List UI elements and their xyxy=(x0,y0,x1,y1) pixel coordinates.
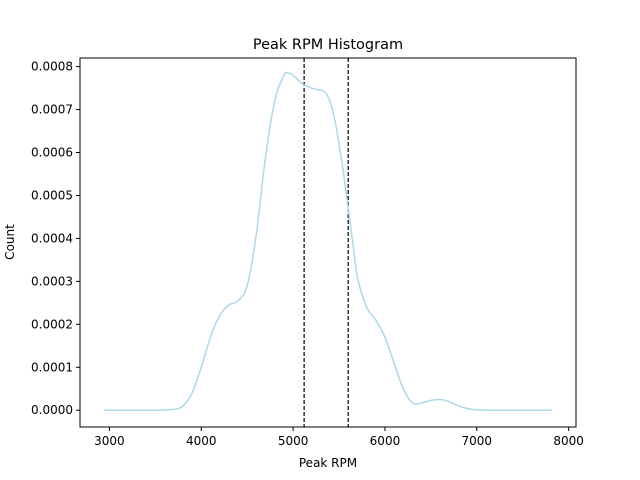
x-tick-label: 8000 xyxy=(553,434,584,448)
y-tick-label: 0.0006 xyxy=(31,146,73,160)
y-tick-label: 0.0001 xyxy=(31,360,73,374)
y-tick-label: 0.0004 xyxy=(31,231,73,245)
x-axis-label: Peak RPM xyxy=(299,456,357,470)
y-tick-label: 0.0008 xyxy=(31,60,73,74)
plot-area xyxy=(80,58,576,427)
plot-frame xyxy=(79,57,577,428)
chart-title: Peak RPM Histogram xyxy=(253,37,403,53)
x-tick-label: 4000 xyxy=(186,434,217,448)
x-axis-ticks: 3000 4000 5000 6000 7000 8000 xyxy=(94,427,584,448)
y-axis-label: Count xyxy=(3,224,17,260)
x-tick-label: 6000 xyxy=(370,434,401,448)
y-tick-label: 0.0003 xyxy=(31,274,73,288)
y-tick-label: 0.0002 xyxy=(31,317,73,331)
y-tick-label: 0.0000 xyxy=(31,403,73,417)
x-tick-label: 5000 xyxy=(278,434,309,448)
y-tick-label: 0.0007 xyxy=(31,103,73,117)
y-tick-label: 0.0005 xyxy=(31,188,73,202)
x-tick-label: 3000 xyxy=(94,434,125,448)
reference-lines xyxy=(303,58,349,427)
x-tick-label: 7000 xyxy=(462,434,493,448)
density-curve-0 xyxy=(103,71,553,412)
y-axis-ticks: 0.0000 0.0001 0.0002 0.0003 0.0004 0.0005 0.00… xyxy=(31,60,80,417)
series-layer xyxy=(103,71,553,412)
